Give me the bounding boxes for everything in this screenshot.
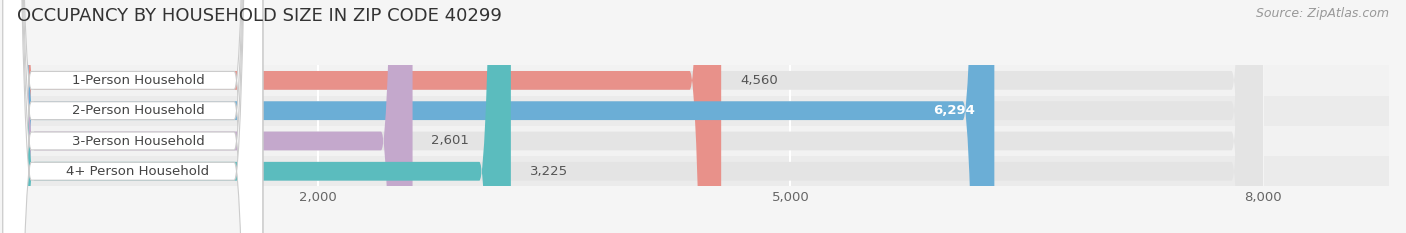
FancyBboxPatch shape	[3, 0, 1263, 233]
FancyBboxPatch shape	[3, 0, 412, 233]
Text: 4,560: 4,560	[740, 74, 778, 87]
FancyBboxPatch shape	[3, 0, 263, 233]
FancyBboxPatch shape	[3, 0, 1263, 233]
Text: OCCUPANCY BY HOUSEHOLD SIZE IN ZIP CODE 40299: OCCUPANCY BY HOUSEHOLD SIZE IN ZIP CODE …	[17, 7, 502, 25]
FancyBboxPatch shape	[3, 96, 1389, 126]
Text: Source: ZipAtlas.com: Source: ZipAtlas.com	[1256, 7, 1389, 20]
Text: 2-Person Household: 2-Person Household	[72, 104, 204, 117]
Text: 3-Person Household: 3-Person Household	[72, 135, 204, 148]
FancyBboxPatch shape	[3, 0, 263, 233]
Text: 6,294: 6,294	[934, 104, 976, 117]
FancyBboxPatch shape	[3, 0, 994, 233]
FancyBboxPatch shape	[3, 0, 1263, 233]
FancyBboxPatch shape	[3, 126, 1389, 156]
Text: 3,225: 3,225	[530, 165, 568, 178]
FancyBboxPatch shape	[3, 156, 1389, 186]
Text: 1-Person Household: 1-Person Household	[72, 74, 204, 87]
FancyBboxPatch shape	[3, 0, 1263, 233]
Text: 4+ Person Household: 4+ Person Household	[66, 165, 209, 178]
FancyBboxPatch shape	[3, 0, 263, 233]
Text: 2,601: 2,601	[432, 134, 470, 147]
FancyBboxPatch shape	[3, 0, 510, 233]
FancyBboxPatch shape	[3, 0, 263, 233]
FancyBboxPatch shape	[3, 65, 1389, 96]
FancyBboxPatch shape	[3, 0, 721, 233]
